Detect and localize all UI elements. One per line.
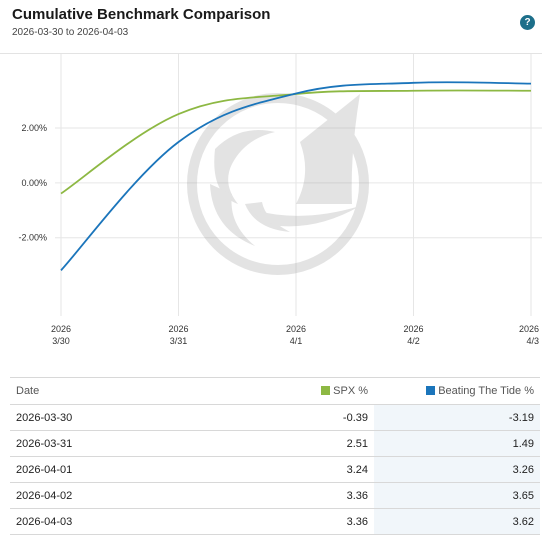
table-header-row: Date SPX % Beating The Tide %: [10, 377, 540, 405]
btt-legend-swatch: [426, 386, 436, 395]
y-tick-label: -2.00%: [18, 233, 47, 243]
y-tick-label: 0.00%: [21, 178, 47, 188]
btt-column-header[interactable]: Beating The Tide %: [374, 377, 540, 405]
benchmark-line-chart: -2.00% 0.00% 2.00% 2026 3/30 2026 3/31 2026 4/1…: [18, 54, 542, 346]
row-btt-value: 3.26: [374, 456, 540, 483]
row-date: 2026-04-02: [10, 482, 192, 509]
btt-column-label: Beating The Tide %: [438, 385, 534, 397]
date-range: 2026-03-30 to 2026-04-03: [12, 27, 129, 38]
header-divider: [0, 53, 542, 54]
chart-title: Cumulative Benchmark Comparison: [12, 6, 271, 23]
spx-column-header[interactable]: SPX %: [192, 377, 374, 405]
x-tick-year: 2026: [51, 324, 71, 334]
row-date: 2026-04-01: [10, 456, 192, 483]
x-tick-year: 2026: [519, 324, 539, 334]
series-lines: [60, 81, 532, 271]
row-spx-value: 2.51: [192, 430, 374, 457]
btt-series-line: [60, 81, 532, 271]
help-icon[interactable]: ?: [520, 15, 535, 30]
date-column-header[interactable]: Date: [10, 377, 192, 405]
row-spx-value: 3.36: [192, 482, 374, 509]
spx-column-label: SPX %: [333, 385, 368, 397]
spx-legend-swatch: [321, 386, 331, 395]
x-tick-date: 4/1: [290, 336, 303, 346]
row-btt-value: 3.62: [374, 508, 540, 535]
row-date: 2026-04-03: [10, 508, 192, 535]
table-row: 2026-04-01 3.24 3.26: [10, 456, 540, 483]
table-row: 2026-04-03 3.36 3.62: [10, 508, 540, 535]
x-tick-date: 4/2: [407, 336, 420, 346]
x-tick-year: 2026: [168, 324, 188, 334]
table-row: 2026-03-31 2.51 1.49: [10, 430, 540, 457]
row-spx-value: 3.24: [192, 456, 374, 483]
grid: [55, 54, 542, 316]
row-date: 2026-03-30: [10, 404, 192, 431]
row-date: 2026-03-31: [10, 430, 192, 457]
row-spx-value: -0.39: [192, 404, 374, 431]
table-row: 2026-03-30 -0.39 -3.19: [10, 404, 540, 431]
x-tick-date: 3/31: [170, 336, 188, 346]
y-tick-label: 2.00%: [21, 123, 47, 133]
x-tick-date: 4/3: [526, 336, 539, 346]
row-btt-value: -3.19: [374, 404, 540, 431]
x-axis-ticks: 2026 3/30 2026 3/31 2026 4/1 2026 4/2 2026 4/3: [51, 324, 539, 346]
benchmark-table: Date SPX % Beating The Tide % 2026-03-30…: [10, 377, 540, 535]
x-tick-year: 2026: [403, 324, 423, 334]
row-btt-value: 3.65: [374, 482, 540, 509]
x-tick-year: 2026: [286, 324, 306, 334]
watermark-logo: [187, 93, 369, 275]
table-row: 2026-04-02 3.36 3.65: [10, 482, 540, 509]
row-spx-value: 3.36: [192, 508, 374, 535]
y-axis-ticks: -2.00% 0.00% 2.00%: [18, 123, 47, 243]
row-btt-value: 1.49: [374, 430, 540, 457]
x-tick-date: 3/30: [52, 336, 70, 346]
